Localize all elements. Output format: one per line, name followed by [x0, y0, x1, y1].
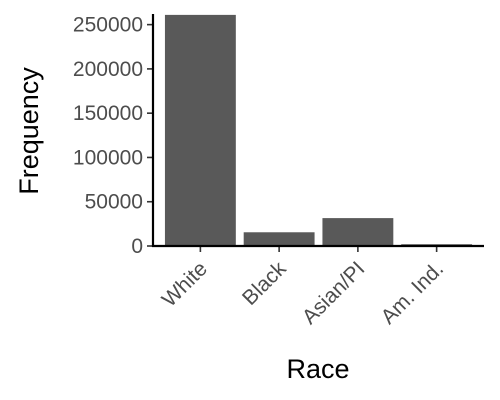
x-tick-label: White — [158, 257, 212, 311]
x-tick-label: Black — [238, 257, 291, 310]
y-tick-label: 150000 — [73, 102, 143, 125]
bars-group — [164, 14, 473, 247]
x-tick-label: Am. Ind. — [377, 257, 449, 329]
x-axis-ticks: White Black Asian/PI Am. Ind. — [158, 246, 448, 329]
y-tick-label: 250000 — [73, 14, 143, 37]
y-tick-label: 200000 — [73, 58, 143, 81]
x-axis-title: Race — [286, 354, 349, 384]
y-tick-label: 0 — [131, 235, 143, 258]
bar-asian-pi — [322, 218, 394, 246]
y-tick-label: 100000 — [73, 146, 143, 169]
bar-black — [243, 232, 315, 246]
y-tick-label: 50000 — [85, 191, 143, 214]
y-axis-title: Frequency — [14, 67, 44, 195]
y-axis-ticks: 0 50000 100000 150000 200000 250000 — [73, 14, 153, 258]
x-tick-label: Asian/PI — [298, 257, 370, 329]
bar-white — [164, 14, 236, 247]
